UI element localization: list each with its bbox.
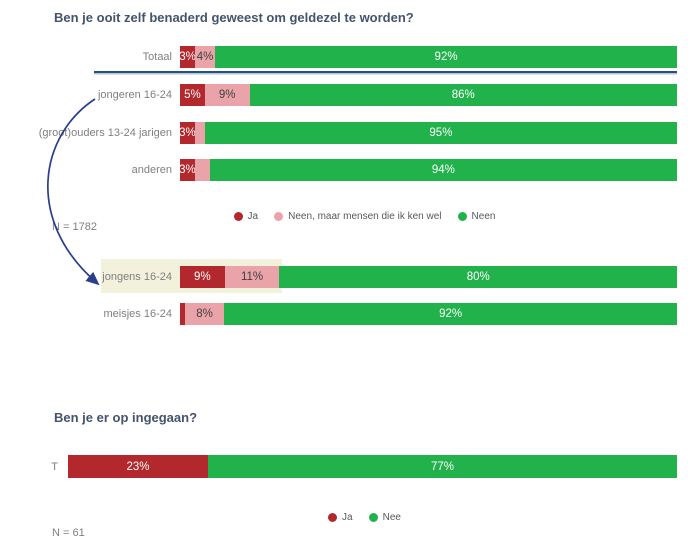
legend-item-nee: Nee (368, 512, 401, 523)
legend-label: Ja (342, 512, 353, 523)
stacked-bar: 23% 77% (68, 455, 677, 478)
category-label: jongeren 16-24 (97, 89, 172, 101)
chart2-legend: Ja Nee (52, 512, 677, 523)
bar-segment-neen-maar-mensen-die-ik-ken-wel: 9% (204, 84, 250, 106)
legend-label: Nee (382, 512, 401, 523)
category-label: jongens 16-24 (102, 271, 172, 283)
legend-item-neen: Neen (457, 211, 496, 222)
bar-segment-neen-maar-mensen-die-ik-ken-wel: 8% (184, 303, 225, 325)
legend-label: Ja (247, 211, 259, 222)
bar-segment-ja: 23% (68, 455, 209, 478)
chart-row: (groot)ouders 13-24 jarigen 3% 95% (0, 121, 700, 144)
bar-segment-ja: 9% (180, 266, 225, 288)
category-label: anderen (131, 164, 172, 176)
bar-segment-ja: 3% (179, 159, 196, 181)
chart2-sample-size: N = 61 (52, 527, 85, 539)
category-label: (groot)ouders 13-24 jarigen (38, 126, 172, 139)
legend-label: Neen, maar mensen die ik ken wel (288, 211, 442, 222)
legend-dot-neen-icon (457, 212, 467, 221)
bar-segment-neen-maar-mensen-die-ik-ken-wel: 4% (195, 46, 216, 68)
bar-segment-neen: 92% (215, 46, 677, 68)
chart-row: Totaal 3% 4% 92% (0, 46, 700, 68)
bar-segment-ja (180, 303, 185, 325)
chart-row: T 23% 77% (0, 455, 700, 478)
bar-segment-neen: 92% (224, 303, 677, 325)
bar-segment-ja: 3% (179, 121, 196, 144)
chart-row: meisjes 16-24 8% 92% (0, 303, 700, 325)
chart-row: anderen 3% 94% (0, 159, 700, 181)
chart1-sample-size: N = 1782 (52, 221, 97, 233)
bar-segment-ja: 3% (179, 46, 196, 68)
legend-item-ja: Ja (328, 512, 353, 523)
legend-dot-ja-icon (233, 212, 243, 221)
stacked-bar: 9% 11% 80% (180, 266, 677, 288)
bar-segment-neen-maar-mensen-die-ik-ken-wel (194, 121, 205, 144)
bar-segment-neen: 80% (279, 266, 677, 288)
bar-segment-neen: 94% (209, 159, 677, 181)
legend-dot-neen-maar-mensen-die-ik-ken-wel-icon (274, 212, 284, 221)
bar-segment-neen: 86% (249, 84, 677, 106)
stacked-bar: 3% 94% (179, 159, 677, 181)
bar-segment-neen: 95% (204, 121, 677, 144)
legend-dot-ja-icon (328, 513, 338, 522)
totaal-divider-line (94, 70, 677, 73)
stacked-bar: 8% 92% (180, 303, 677, 325)
bar-segment-neen-maar-mensen-die-ik-ken-wel: 11% (224, 266, 280, 288)
chart1-legend: Ja Neen, maar mensen die ik ken wel Neen (52, 211, 677, 222)
legend-item-ja: Ja (233, 211, 259, 222)
stacked-bar: 5% 9% 86% (180, 84, 677, 106)
chart2-title: Ben je er op ingegaan? (54, 410, 198, 425)
bar-segment-nee: 77% (208, 455, 677, 478)
legend-dot-nee-icon (368, 513, 378, 522)
category-label: Totaal (142, 51, 172, 63)
chart1-title: Ben je ooit zelf benaderd geweest om gel… (54, 10, 414, 25)
bar-segment-neen-maar-mensen-die-ik-ken-wel (194, 159, 210, 181)
category-label: meisjes 16-24 (103, 308, 172, 320)
legend-item-neen-maar-mensen-die-ik-ken-wel: Neen, maar mensen die ik ken wel (274, 211, 442, 222)
chart-row: jongens 16-24 9% 11% 80% (0, 266, 700, 288)
stacked-bar: 3% 4% 92% (179, 46, 677, 68)
legend-label: Neen (471, 211, 496, 222)
stacked-bar: 3% 95% (179, 121, 677, 144)
category-label: T (51, 460, 58, 473)
bar-segment-ja: 5% (180, 84, 205, 106)
chart-row: jongeren 16-24 5% 9% 86% (0, 84, 700, 106)
